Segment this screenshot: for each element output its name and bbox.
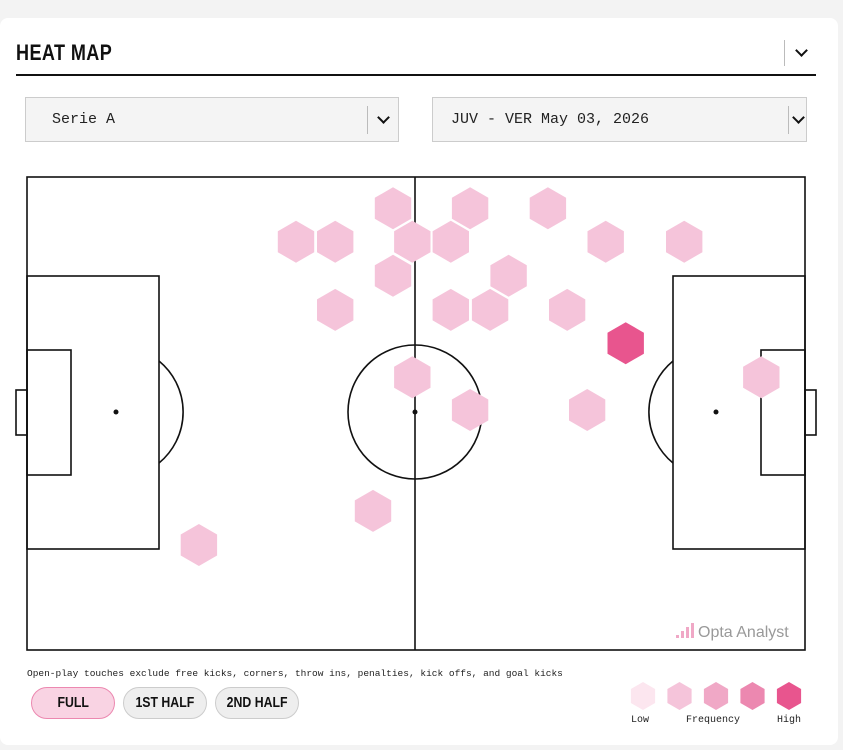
penalty-spot (713, 409, 719, 415)
hex (394, 220, 431, 263)
footnote: Open-play touches exclude free kicks, co… (27, 668, 563, 679)
competition-select[interactable]: Serie A (25, 97, 399, 142)
legend-label: Low (631, 715, 649, 726)
match-select[interactable]: JUV - VER May 03, 2026 (432, 97, 807, 142)
hex (490, 254, 527, 297)
hex (471, 288, 509, 331)
period-button[interactable]: 2ND HALF (215, 687, 299, 719)
watermark: Opta Analyst (676, 623, 789, 641)
button-label: FULL (57, 694, 89, 711)
title: HEAT MAP (16, 40, 113, 65)
penalty-box (672, 275, 806, 550)
hex (317, 288, 354, 331)
button-label: 1ST HALF (135, 694, 195, 711)
hex (451, 389, 489, 431)
period-button[interactable]: FULL (31, 687, 115, 719)
goal-area (26, 349, 72, 476)
hex (277, 220, 315, 263)
spots (113, 409, 719, 415)
hex (569, 389, 606, 431)
hex (587, 220, 624, 263)
hex (180, 524, 218, 566)
goal (804, 389, 817, 436)
divider (16, 74, 816, 76)
hex (549, 288, 586, 331)
hex (529, 187, 567, 230)
select-text: Serie A (52, 111, 116, 128)
legend-label: High (777, 714, 801, 726)
legend-swatch (703, 682, 729, 710)
legend-label: Frequency (686, 715, 740, 726)
penalty-arc (158, 360, 184, 464)
hex (394, 356, 431, 399)
hex (374, 187, 412, 230)
penalty-arc (648, 360, 674, 464)
hex (354, 489, 392, 532)
button-label: 2ND HALF (226, 694, 288, 711)
hex (451, 187, 489, 230)
goal (15, 389, 28, 436)
penalty-box (26, 275, 160, 550)
hex (374, 254, 412, 297)
collapse-button[interactable] (784, 40, 815, 66)
watermark-text: Opta Analyst (698, 624, 789, 641)
hex (432, 288, 469, 331)
card: HEAT MAP Serie A JUV - VER May 03, 2026 … (0, 18, 838, 745)
legend-swatch (667, 682, 692, 710)
legend-swatch (630, 682, 656, 710)
hex (607, 322, 644, 365)
legend-swatch (776, 682, 802, 710)
legend-swatch (740, 682, 765, 710)
select-text: JUV - VER May 03, 2026 (451, 111, 650, 128)
penalty-spot (113, 409, 119, 415)
hex (743, 356, 780, 399)
hex (317, 220, 354, 263)
legend: Low Frequency High (630, 682, 802, 726)
hex (666, 220, 703, 263)
hexes (180, 187, 780, 566)
center-spot (412, 409, 418, 415)
watermark-logo (676, 623, 694, 638)
hex (432, 220, 469, 263)
separator (788, 106, 789, 134)
separator (367, 106, 368, 134)
period-button[interactable]: 1ST HALF (123, 687, 207, 719)
